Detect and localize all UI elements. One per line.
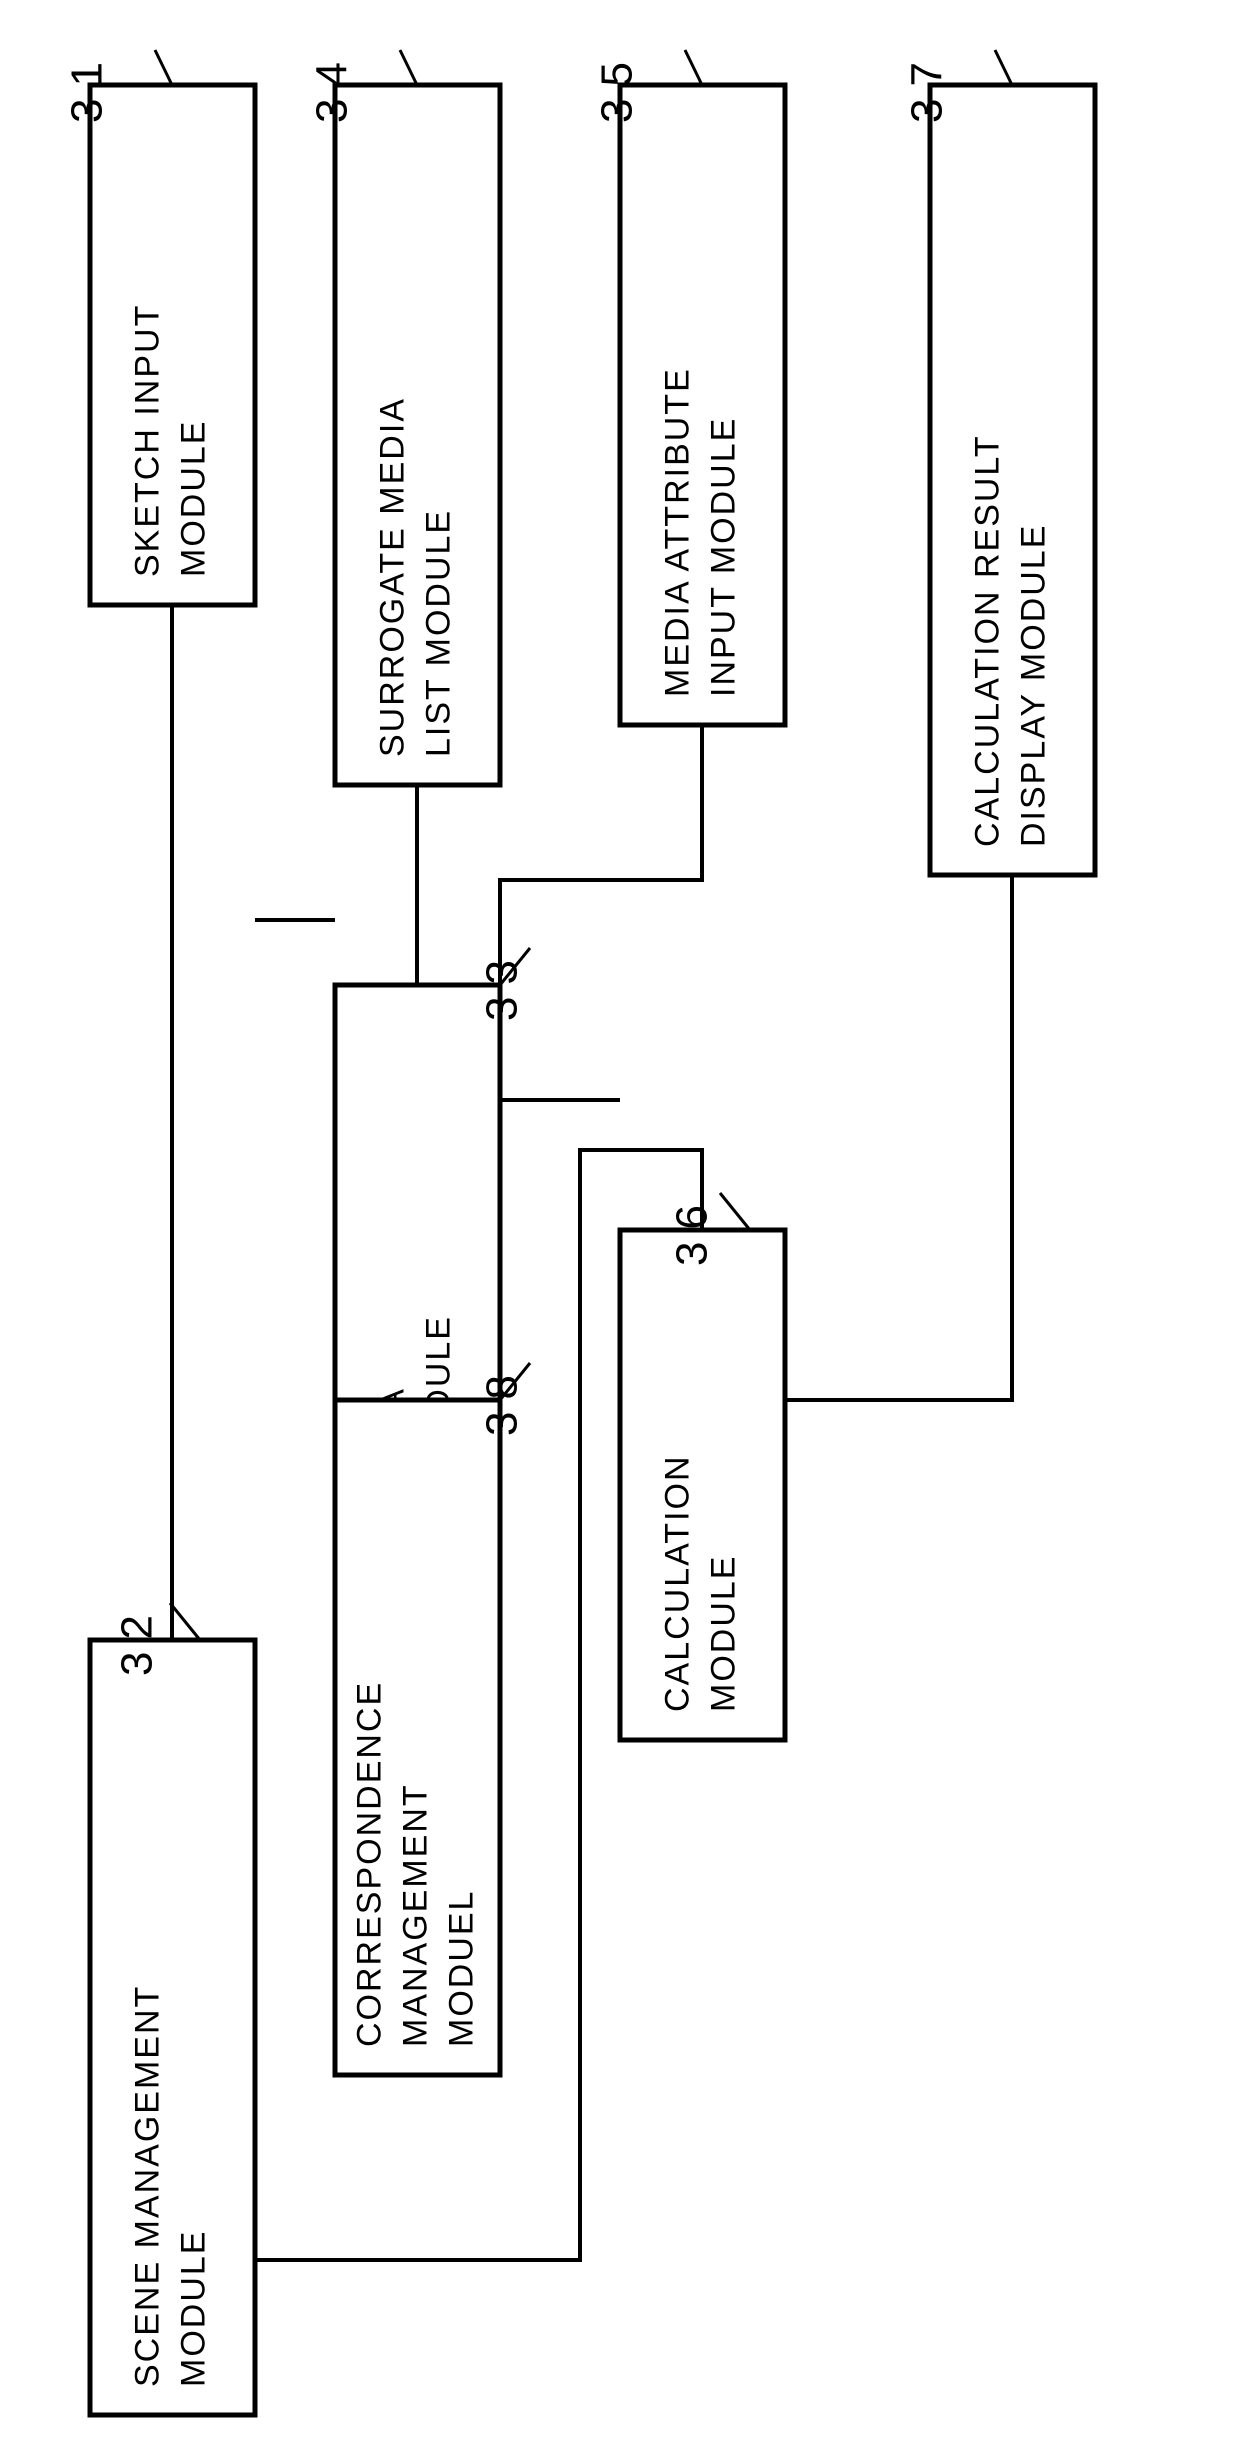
ref-label-n31: 31 — [63, 50, 112, 123]
node-label-line: SURROGATE MEDIA — [373, 397, 411, 757]
node-box — [90, 85, 255, 605]
node-n36: CALCULATIONMODULE — [620, 1230, 785, 1740]
node-label-line: CORRESPONDENCE — [350, 1681, 388, 2047]
node-label-line: DISPLAY MODULE — [1014, 524, 1052, 847]
node-box — [335, 85, 500, 785]
ref-label-n35: 35 — [593, 50, 642, 123]
ref-label-n32: 32 — [113, 1603, 162, 1676]
ref-lead-n36 — [720, 1193, 750, 1230]
ref-lead-n35 — [685, 50, 702, 85]
ref-label-n38: 38 — [478, 1363, 527, 1436]
node-label-line: MEDIA ATTRIBUTE — [658, 367, 696, 697]
ref-label-n36: 36 — [668, 1193, 717, 1266]
ref-label-n33: 33 — [478, 948, 527, 1021]
node-box — [620, 85, 785, 725]
node-box — [620, 1230, 785, 1740]
node-n38: CORRESPONDENCEMANAGEMENTMODUEL — [335, 1400, 500, 2075]
node-box — [90, 1640, 255, 2415]
node-label-line: MODULE — [174, 420, 212, 577]
edge: M 702 725 L 702 880 L 500 880 L 500 1100 — [500, 725, 702, 1100]
node-label-line: INPUT MODULE — [704, 417, 742, 697]
ref-label-n37: 37 — [903, 50, 952, 123]
ref-lead-n31 — [155, 50, 172, 85]
node-label-line: MANAGEMENT — [396, 1783, 434, 2047]
edges-layer: M 172 605 L 172 1640M 255 920 L 335 920M… — [172, 605, 1012, 2415]
edge: M 785 1400 L 1012 1400 L 1012 875 — [785, 875, 1012, 1400]
node-label-line: MODULE — [174, 2230, 212, 2387]
node-label-line: LIST MODULE — [419, 509, 457, 757]
node-n35: MEDIA ATTRIBUTEINPUT MODULE — [620, 85, 785, 725]
node-label-line: CALCULATION RESULT — [968, 434, 1006, 847]
node-n34: SURROGATE MEDIALIST MODULE — [335, 85, 500, 785]
ref-lead-n32 — [170, 1603, 200, 1640]
node-box — [930, 85, 1095, 875]
node-label-line: CALCULATION — [658, 1454, 696, 1712]
node-label-line: MODULE — [704, 1555, 742, 1712]
node-n37: CALCULATION RESULTDISPLAY MODULE — [930, 85, 1095, 875]
ref-lead-n34 — [400, 50, 417, 85]
ref-lead-n37 — [995, 50, 1012, 85]
ref-label-n34: 34 — [308, 50, 357, 123]
node-label-line: MODUEL — [442, 1890, 480, 2047]
node-label-line: SCENE MANAGEMENT — [128, 1985, 166, 2387]
node-label-line: SKETCH INPUT — [128, 304, 166, 577]
node-n32: SCENE MANAGEMENTMODULE — [90, 1640, 255, 2415]
nodes-layer: SKETCH INPUTMODULESURROGATE MEDIALIST MO… — [90, 85, 1095, 2415]
node-n31: SKETCH INPUTMODULE — [90, 85, 255, 605]
